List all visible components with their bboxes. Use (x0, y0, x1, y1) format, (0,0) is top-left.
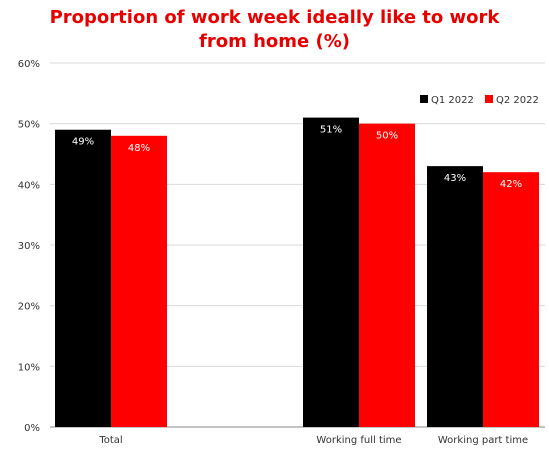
y-tick-label: 10% (18, 362, 40, 373)
bar (55, 129, 111, 427)
y-tick-label: 0% (24, 423, 40, 434)
x-category-label: Working full time (316, 435, 401, 446)
x-axis-categories: Total Working full time Working part time (98, 435, 528, 446)
y-tick-label: 20% (18, 302, 40, 313)
bar (359, 123, 415, 428)
y-axis-ticks: 0% 10% 20% 30% 40% 50% 60% (18, 59, 40, 434)
legend-label: Q1 2022 (431, 95, 474, 106)
x-category-label: Total (98, 435, 122, 446)
data-label: 50% (376, 131, 398, 142)
legend: Q1 2022 Q2 2022 (420, 95, 539, 106)
data-label: 42% (500, 179, 522, 190)
legend-swatch (420, 95, 428, 103)
bar (427, 166, 483, 427)
data-label: 51% (320, 125, 342, 136)
legend-label: Q2 2022 (496, 95, 539, 106)
y-tick-label: 50% (18, 120, 40, 131)
y-tick-label: 30% (18, 241, 40, 252)
y-tick-label: 60% (18, 59, 40, 70)
x-category-label: Working part time (438, 435, 528, 446)
chart-title: Proportion of work week ideally like to … (49, 7, 500, 52)
data-label: 43% (444, 173, 466, 184)
bar (303, 117, 359, 427)
y-tick-label: 40% (18, 180, 40, 191)
bar (483, 172, 539, 427)
data-label: 48% (128, 143, 150, 154)
legend-swatch (485, 95, 493, 103)
bar (111, 135, 167, 428)
data-label: 49% (72, 137, 94, 148)
bars: 49% 48% 51% 50% 43% 42% (55, 117, 539, 428)
